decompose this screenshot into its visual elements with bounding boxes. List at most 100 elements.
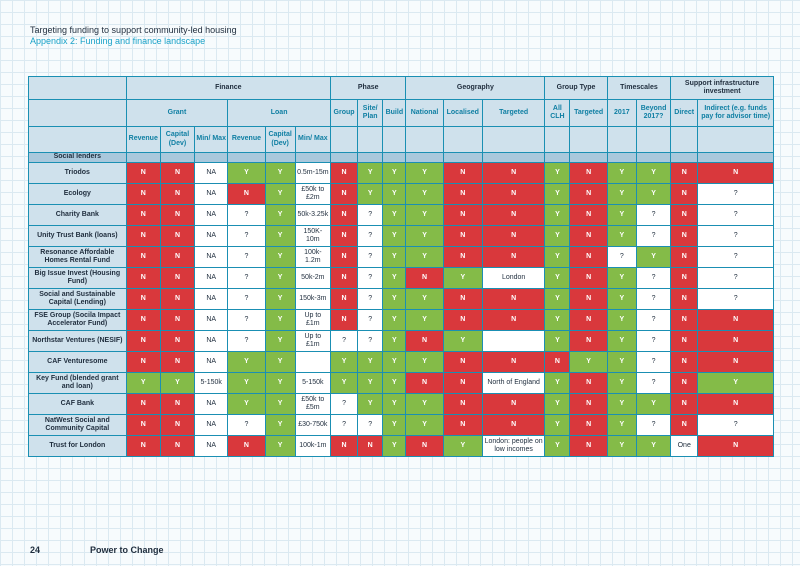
table-header: Finance Phase Geography Group Type Timescale…: [28, 76, 774, 153]
group-header: Finance: [125, 76, 331, 100]
table-cell: N: [159, 309, 196, 331]
table-cell: N: [442, 204, 483, 226]
table-cell: Y: [264, 435, 296, 457]
table-cell: N: [227, 183, 266, 205]
table-cell: N: [697, 309, 774, 331]
table-cell: NA: [194, 183, 229, 205]
table-cell: Y: [357, 183, 384, 205]
table-row: NatWest Social and Community Capital N N NA…: [28, 414, 774, 436]
table-cell: N: [670, 309, 699, 331]
table-cell: [481, 330, 546, 352]
table-cell: Y: [382, 246, 407, 268]
table-cell: N: [159, 414, 196, 436]
table-cell: Y: [606, 204, 637, 226]
table-cell: N: [405, 330, 444, 352]
table-cell: NA: [194, 246, 229, 268]
table-cell: Y: [357, 393, 384, 415]
lender-name: Key Fund (blended grant and loan): [28, 372, 127, 394]
table-cell: 100k-1m: [294, 435, 331, 457]
table-cell: N: [329, 162, 359, 184]
table-cell: N: [670, 267, 699, 289]
header-corner: [28, 76, 127, 100]
table-cell: N: [697, 435, 774, 457]
table-cell: Y: [405, 183, 444, 205]
table-cell: ?: [227, 225, 266, 247]
column-header: Revenue: [227, 126, 266, 153]
table-cell: N: [159, 183, 196, 205]
table-row: Charity Bank N N NA? Y 50k-3.25k N? Y Y N N Y N Y? N?: [28, 204, 774, 226]
table-cell: £50k to £5m: [294, 393, 331, 415]
table-cell: N: [481, 393, 546, 415]
table-cell: N: [329, 246, 359, 268]
group-header: Geography: [405, 76, 546, 100]
table-cell: N: [329, 288, 359, 310]
table-cell: N: [442, 372, 483, 394]
table-cell: Y: [606, 351, 637, 373]
section-cell: [329, 152, 359, 163]
table-cell: Y: [544, 162, 571, 184]
table-row: Resonance Affordable Homes Rental Fund N N…: [28, 246, 774, 268]
table-cell: Y: [264, 309, 296, 331]
table-cell: N: [569, 267, 608, 289]
column-header-empty: [569, 126, 608, 153]
subgroup-header: All CLH: [544, 99, 571, 127]
table-cell: 100k-1.2m: [294, 246, 331, 268]
table-cell: N: [159, 288, 196, 310]
table-cell: Y: [544, 372, 571, 394]
table-cell: N: [442, 183, 483, 205]
table-cell: Y: [227, 372, 266, 394]
table-cell: N: [481, 246, 546, 268]
section-cell: [382, 152, 407, 163]
subgroup-header: Beyond 2017?: [635, 99, 672, 127]
table-cell: N: [125, 246, 161, 268]
table-cell: Y: [606, 225, 637, 247]
table-cell: Y: [382, 330, 407, 352]
section-label: Social lenders: [28, 152, 127, 163]
section-cell: [569, 152, 608, 163]
table-cell: NA: [194, 414, 229, 436]
table-cell: ?: [697, 183, 774, 205]
table-cell: 150K-10m: [294, 225, 331, 247]
column-header-empty: [697, 126, 774, 153]
table-row: Northstar Ventures (NESIF) N N NA? Y Up to £1…: [28, 330, 774, 352]
table-cell: N: [159, 351, 196, 373]
table-cell: N: [125, 393, 161, 415]
table-cell: N: [569, 225, 608, 247]
table-cell: NA: [194, 267, 229, 289]
table-cell: [294, 351, 331, 373]
table-cell: Y: [544, 225, 571, 247]
table-cell: N: [329, 267, 359, 289]
subgroup-header: Group: [329, 99, 359, 127]
table-row: CAF Bank N N NA Y Y £50k to £5m? Y Y Y N N Y N Y Y N N: [28, 393, 774, 415]
document-subtitle: Appendix 2: Funding and finance landscap…: [30, 36, 206, 46]
table-cell: N: [569, 204, 608, 226]
table-row: Key Fund (blended grant and loan) Y Y 5-150…: [28, 372, 774, 394]
table-row: Triodos N N NA Y Y 0.5m-15m N Y Y Y N N Y N Y Y N N: [28, 162, 774, 184]
subgroup-header: Targeted: [569, 99, 608, 127]
section-cell: [544, 152, 571, 163]
table-cell: N: [670, 162, 699, 184]
table-cell: Y: [606, 288, 637, 310]
table-cell: N: [442, 393, 483, 415]
group-header: Group Type: [544, 76, 608, 100]
header-corner: [28, 126, 127, 153]
group-header: Timescales: [606, 76, 672, 100]
column-header-empty: [329, 126, 359, 153]
table-cell: ?: [635, 372, 672, 394]
table-cell: NA: [194, 309, 229, 331]
table-cell: Y: [357, 162, 384, 184]
table-cell: N: [405, 372, 444, 394]
table-cell: Y: [227, 393, 266, 415]
table-cell: Y: [569, 351, 608, 373]
table-cell: Y: [405, 309, 444, 331]
table-cell: N: [159, 330, 196, 352]
table-cell: NA: [194, 288, 229, 310]
subgroup-header: Indirect (e.g. funds pay for advisor tim…: [697, 99, 774, 127]
table-cell: North of England: [481, 372, 546, 394]
lender-name: CAF Bank: [28, 393, 127, 415]
table-cell: ?: [357, 414, 384, 436]
column-header-empty: [606, 126, 637, 153]
table-cell: N: [481, 351, 546, 373]
table-cell: N: [569, 393, 608, 415]
table-cell: N: [442, 414, 483, 436]
